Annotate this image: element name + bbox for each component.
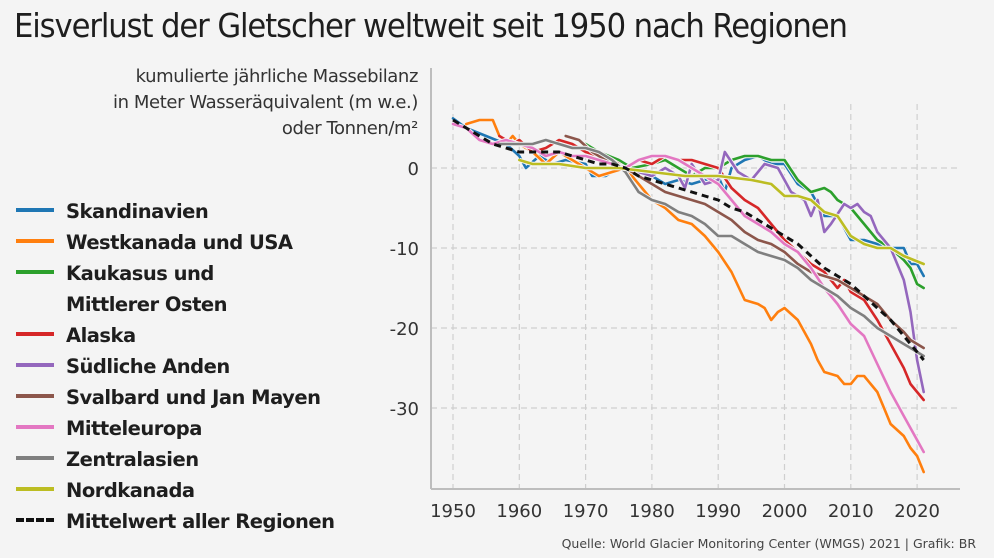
source-note: Quelle: World Glacier Monitoring Center … <box>561 536 976 551</box>
y-axis-label-line: oder Tonnen/m² <box>281 118 419 139</box>
legend-label: Südliche Anden <box>66 355 230 378</box>
legend-item: Alaska <box>16 320 335 351</box>
x-tick-label: 2010 <box>828 501 874 522</box>
x-tick-label: 1980 <box>629 501 675 522</box>
legend-item: Westkanada und USA <box>16 227 335 258</box>
legend-label: Westkanada und USA <box>66 231 293 254</box>
series-line-alaska <box>498 134 925 402</box>
legend-item: Skandinavien <box>16 196 335 227</box>
series-lines <box>451 116 926 474</box>
chart-title: Eisverlust der Gletscher weltweit seit 1… <box>14 6 848 45</box>
legend-label: Kaukasus und Mittlerer Osten <box>66 262 228 316</box>
axes <box>430 68 960 490</box>
x-tick-label: 1950 <box>430 501 476 522</box>
legend-label: Zentralasien <box>66 448 199 471</box>
series-line-westkanada-und-usa <box>465 118 925 474</box>
legend-swatch <box>16 270 54 274</box>
y-tick-label: -30 <box>390 399 419 420</box>
legend-label: Skandinavien <box>66 200 209 223</box>
legend-swatch <box>16 363 54 367</box>
legend-item: Zentralasien <box>16 444 335 475</box>
series-line-mittelwert-aller-regionen <box>452 118 925 361</box>
legend-item: Nordkanada <box>16 475 335 506</box>
legend-swatch <box>16 208 54 212</box>
series-line-nordkanada <box>518 158 925 266</box>
legend-label: Svalbard und Jan Mayen <box>66 386 321 409</box>
legend-swatch <box>16 394 54 398</box>
legend-swatch <box>16 425 54 429</box>
legend-label: Mittelwert aller Regionen <box>66 510 335 533</box>
legend-label: Alaska <box>66 324 136 347</box>
x-tick-label: 2000 <box>762 501 808 522</box>
x-tick-label: 2020 <box>894 501 940 522</box>
y-axis-label-line: kumulierte jährliche Massebilanz <box>135 66 419 87</box>
legend: Skandinavien Westkanada und USA Kaukasus u… <box>16 196 335 537</box>
x-tick-label: 1990 <box>695 501 741 522</box>
legend-label: Mitteleuropa <box>66 417 202 440</box>
legend-label: Nordkanada <box>66 479 195 502</box>
series-line-svalbard-und-jan-mayen <box>564 134 925 350</box>
legend-swatch <box>16 487 54 491</box>
y-tick-label: -10 <box>390 239 419 260</box>
y-tick-label: 0 <box>408 159 419 180</box>
legend-swatch <box>16 518 54 522</box>
legend-item: Svalbard und Jan Mayen <box>16 382 335 413</box>
legend-item: Südliche Anden <box>16 351 335 382</box>
legend-swatch <box>16 456 54 460</box>
series-line-zentralasien <box>498 138 925 358</box>
legend-swatch <box>16 239 54 243</box>
legend-item: Mittelwert aller Regionen <box>16 506 335 537</box>
y-axis-label: kumulierte jährliche Massebilanz in Mete… <box>113 64 418 142</box>
legend-item: Kaukasus und Mittlerer Osten <box>16 258 335 320</box>
ticks: 1950 1960 1970 1980 1990 2000 2010 2020 0 -10 -20 -… <box>390 159 940 522</box>
x-tick-label: 1960 <box>496 501 542 522</box>
series-line-mitteleuropa <box>451 122 925 454</box>
y-axis-label-line: in Meter Wasseräquivalent (m w.e.) <box>113 92 418 113</box>
y-tick-label: -20 <box>390 319 419 340</box>
legend-item: Mitteleuropa <box>16 413 335 444</box>
x-tick-label: 1970 <box>563 501 609 522</box>
legend-swatch <box>16 332 54 336</box>
